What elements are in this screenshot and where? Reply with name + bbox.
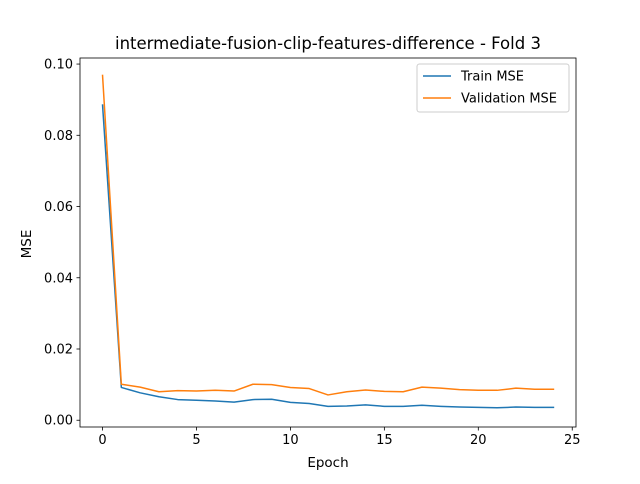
y-tick-label: 0.00 — [44, 414, 73, 429]
y-tick-label: 0.02 — [44, 342, 73, 357]
x-tick-label: 0 — [98, 433, 106, 448]
axes-frame — [79, 57, 577, 428]
chart-title: intermediate-fusion-clip-features-differ… — [115, 34, 541, 53]
y-tick-label: 0.10 — [44, 58, 73, 73]
legend-label-train-mse: Train MSE — [460, 70, 524, 85]
legend: Train MSE Validation MSE — [416, 63, 570, 113]
x-tick-label: 25 — [564, 433, 581, 448]
y-tick-label: 0.06 — [44, 200, 73, 215]
legend-box — [416, 63, 570, 113]
series-line-train-mse — [101, 104, 555, 409]
x-tick-label: 20 — [470, 433, 487, 448]
legend-label-validation-mse: Validation MSE — [461, 92, 557, 107]
plot-area: 0 5 10 15 20 25 0.00 0.02 0.04 0.06 0.08 0.10 — [44, 58, 580, 448]
x-axis-label: Epoch — [307, 455, 348, 471]
x-tick-label: 5 — [192, 433, 200, 448]
x-tick-label: 15 — [376, 433, 393, 448]
y-tick-label: 0.08 — [44, 129, 73, 144]
y-tick-label: 0.04 — [44, 271, 73, 286]
y-axis-label: MSE — [19, 230, 35, 259]
series-line-validation-mse — [101, 74, 555, 396]
x-tick-label: 10 — [282, 433, 299, 448]
